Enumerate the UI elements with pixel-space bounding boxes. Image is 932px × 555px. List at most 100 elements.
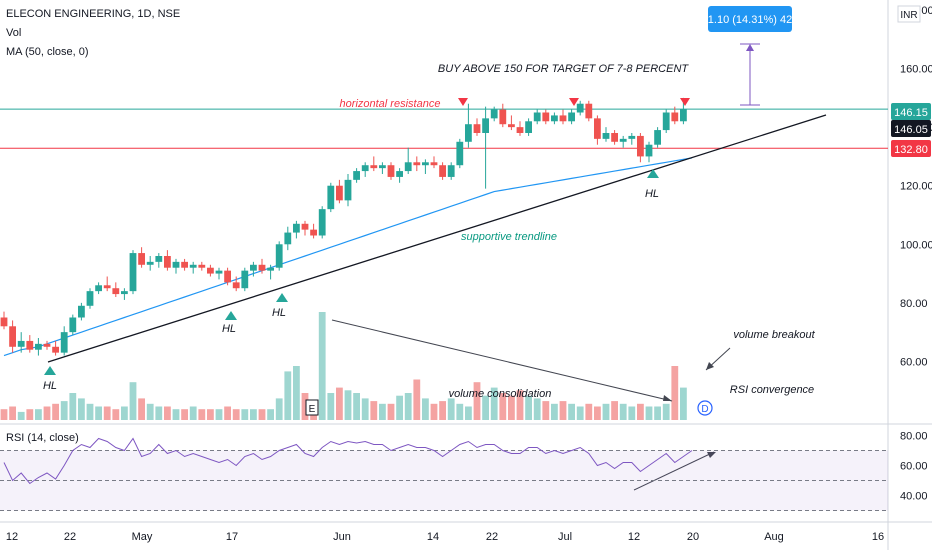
candle xyxy=(508,115,515,131)
rsi-pane xyxy=(0,437,888,511)
candle xyxy=(396,168,403,183)
candle-body xyxy=(482,118,489,133)
candle-body xyxy=(576,103,584,113)
rsi-convergence-label: RSI convergence xyxy=(730,384,814,396)
candle xyxy=(275,241,283,271)
candle-body xyxy=(146,261,154,265)
candles xyxy=(0,97,687,356)
volume-bar xyxy=(533,398,541,420)
volume-bar xyxy=(482,395,489,420)
volume-legend: Vol xyxy=(6,27,22,39)
candle-body xyxy=(43,343,51,347)
candle-body xyxy=(35,343,42,350)
candle xyxy=(353,168,360,183)
candle xyxy=(594,115,601,145)
candle xyxy=(293,220,300,239)
candle xyxy=(336,179,343,204)
candle xyxy=(241,267,249,292)
candle-body xyxy=(361,165,369,172)
hl-label: HL xyxy=(272,307,286,319)
price-tag xyxy=(891,140,931,157)
hl-label: HL xyxy=(645,188,659,200)
volume-bar xyxy=(353,393,360,420)
volume-bar xyxy=(551,403,558,420)
candle-body xyxy=(301,223,309,230)
volume-bar xyxy=(95,406,102,420)
volume-bar xyxy=(112,409,120,420)
candle xyxy=(490,106,498,122)
candle xyxy=(9,320,16,353)
candle xyxy=(258,258,266,274)
candle xyxy=(43,340,51,350)
volume-bar xyxy=(404,393,412,420)
symbol-title: ELECON ENGINEERING, 1D, NSE xyxy=(6,8,181,20)
resistance-marker xyxy=(458,98,468,106)
time-tick: 14 xyxy=(427,531,439,543)
candle-body xyxy=(370,165,378,169)
volume-bar xyxy=(473,382,481,420)
hl-marker xyxy=(276,293,288,302)
time-axis: 12 22 May 17 Jun 14 22 Jul 12 20 Aug 16 xyxy=(6,531,884,543)
candle xyxy=(387,162,395,180)
measure-label-box xyxy=(708,6,792,32)
candle-body xyxy=(645,144,653,157)
volume-bar xyxy=(499,393,507,420)
price-tick: 60.00 xyxy=(900,356,928,368)
candle-body xyxy=(138,253,145,265)
candle xyxy=(250,261,257,277)
candle xyxy=(628,133,636,145)
volume-bar xyxy=(361,398,369,420)
time-tick: 22 xyxy=(486,531,498,543)
volume-bar xyxy=(284,371,292,420)
candle xyxy=(611,130,618,145)
horizontal-lines xyxy=(0,108,888,149)
candle-body xyxy=(250,264,257,271)
volume-bar xyxy=(516,390,524,420)
volume-bar xyxy=(241,409,249,420)
candle xyxy=(301,220,309,236)
resistance-marker xyxy=(569,98,579,106)
price-tag-label: 132.80 xyxy=(894,144,928,156)
candle xyxy=(379,162,386,174)
candle-body xyxy=(267,267,274,271)
volume-bar xyxy=(146,403,154,420)
candle-body xyxy=(26,340,34,350)
volume-bar xyxy=(396,395,403,420)
candle xyxy=(516,121,524,136)
candle-body xyxy=(353,171,360,180)
candle xyxy=(645,141,653,163)
volume-bar xyxy=(645,406,653,420)
candle-body xyxy=(568,112,575,122)
buy-note: BUY ABOVE 150 FOR TARGET OF 7-8 PERCENT xyxy=(438,63,689,75)
ma-legend: MA (50, close, 0) xyxy=(6,46,89,58)
volume-consolidation-label: volume consolidation xyxy=(449,388,552,400)
candle xyxy=(327,182,335,213)
candle-body xyxy=(95,285,102,292)
candle xyxy=(172,258,180,274)
volume-bar xyxy=(422,398,429,420)
volume-arrow-head xyxy=(663,395,672,401)
volume-bar xyxy=(637,403,644,420)
candle xyxy=(267,264,274,280)
earnings-badge xyxy=(305,399,319,416)
candle xyxy=(482,106,489,189)
volume-bar xyxy=(662,403,670,420)
volume-bar xyxy=(654,406,661,420)
candle xyxy=(447,162,455,180)
candle xyxy=(422,159,429,174)
time-tick: May xyxy=(132,531,153,543)
volume-bar xyxy=(447,398,455,420)
candle xyxy=(465,103,472,148)
resistance-marker xyxy=(680,98,690,106)
candle xyxy=(26,335,34,353)
candle-body xyxy=(430,162,438,166)
candle-body xyxy=(516,127,524,133)
volume-bar xyxy=(9,406,16,420)
candle xyxy=(404,147,412,174)
candle xyxy=(602,127,610,142)
candle-body xyxy=(172,261,180,268)
candle xyxy=(198,261,206,271)
